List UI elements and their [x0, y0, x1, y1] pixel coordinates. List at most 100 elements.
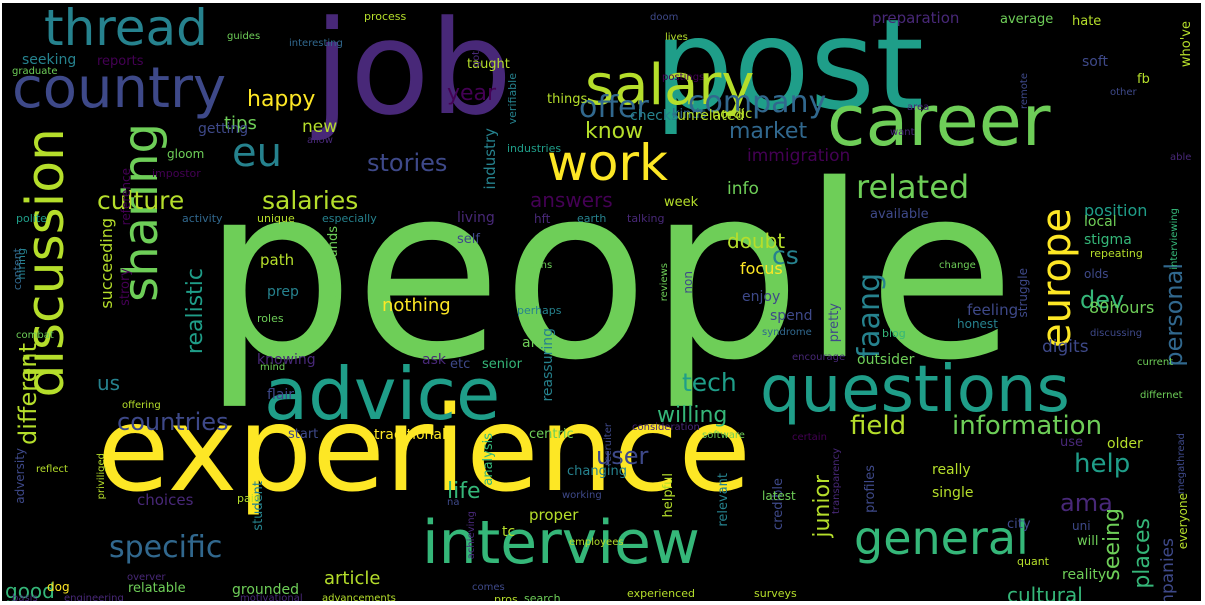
- word-analysis: analysis: [481, 433, 496, 486]
- word-tech: tech: [682, 368, 737, 397]
- word-week: week: [664, 195, 699, 210]
- word-postings: postings: [662, 72, 705, 83]
- word-help: help: [1074, 449, 1131, 479]
- word-choices: choices: [137, 491, 194, 509]
- word-want: want: [890, 127, 915, 138]
- word-able: able: [1170, 152, 1192, 163]
- word-good: good: [5, 579, 55, 601]
- word-motivational: motivational: [240, 593, 303, 602]
- word-senior: senior: [482, 357, 522, 372]
- word-dog: dog: [47, 580, 70, 594]
- word-flair: flair: [267, 387, 295, 403]
- word-know: know: [585, 119, 644, 144]
- word-path: path: [260, 251, 295, 269]
- word-seeking: seeking: [22, 52, 77, 68]
- word-remote: remote: [1019, 73, 1030, 109]
- word-blog: blog: [882, 327, 906, 340]
- word-experienced: experienced: [627, 587, 695, 600]
- word-start: start: [288, 427, 319, 442]
- word-eu: eu: [232, 130, 282, 176]
- word-local: local: [1084, 214, 1117, 230]
- word-unrelated: unrelated: [677, 108, 745, 124]
- word-preparation: preparation: [872, 9, 960, 27]
- word-interview: interview: [422, 508, 700, 578]
- word-tips: tips: [224, 113, 257, 134]
- word-strory: strory: [118, 268, 133, 306]
- word-proper: proper: [529, 506, 579, 524]
- word-older: older: [1107, 436, 1143, 452]
- word-graduate: graduate: [12, 66, 58, 77]
- word-gloom: gloom: [167, 147, 205, 161]
- word-comes: comes: [472, 582, 505, 593]
- word-related: related: [856, 168, 970, 206]
- word-reviews: reviews: [659, 263, 670, 302]
- word-verifiable: verifiable: [506, 73, 519, 125]
- word-use: use: [1060, 435, 1084, 450]
- word-self: self: [457, 232, 480, 247]
- word-activity: activity: [182, 212, 223, 225]
- word-year: year: [447, 81, 497, 106]
- word-priviliged: priviliged: [96, 453, 107, 500]
- word-centric: centric: [529, 427, 574, 442]
- word-basis: basis: [12, 593, 38, 602]
- word-thread: thread: [44, 3, 208, 57]
- word-latest: latest: [762, 489, 796, 503]
- word-area: area: [907, 102, 930, 113]
- word-user: user: [596, 442, 649, 470]
- word-spend: spend: [770, 308, 813, 324]
- word-advancements: advancements: [322, 593, 396, 602]
- word-happy: happy: [247, 87, 316, 112]
- word-work: work: [547, 134, 668, 192]
- word-unique: unique: [257, 212, 295, 225]
- word-places: places: [1130, 518, 1155, 589]
- word-olds: olds: [1084, 267, 1109, 281]
- word-quant: quant: [1017, 555, 1049, 568]
- word-megathread: megathread: [1176, 433, 1187, 495]
- word-reality: reality: [1062, 567, 1107, 583]
- word-recruiter: recruiter: [603, 423, 614, 466]
- word-struggle: struggle: [1016, 268, 1030, 318]
- word-immigration: immigration: [747, 146, 851, 166]
- word-answers: answers: [530, 188, 613, 212]
- word-cloud: people job post experience advice career quest…: [2, 3, 1201, 601]
- word-available: available: [870, 207, 929, 222]
- word-polite: polite: [16, 212, 47, 225]
- word-stigma: stigma: [1084, 232, 1132, 248]
- word-na: na: [447, 497, 460, 508]
- word-prep: prep: [267, 284, 299, 300]
- word-doubt: doubt: [727, 229, 786, 253]
- word-life: life: [447, 479, 481, 504]
- word-syndrome: syndrome: [762, 327, 812, 338]
- word-interesting: interesting: [289, 38, 343, 49]
- word-different: different: [14, 343, 42, 445]
- word-transparency: transparency: [831, 448, 842, 514]
- word-surveys: surveys: [754, 587, 797, 600]
- word-credible: credible: [771, 478, 786, 530]
- word-really: really: [932, 462, 971, 478]
- word-culture: culture: [97, 186, 185, 215]
- word-reference: reference: [119, 168, 133, 226]
- word-working: working: [562, 490, 602, 501]
- word-nordic: nordic: [712, 107, 753, 122]
- word-digits: digits: [1042, 337, 1089, 357]
- word-new: new: [302, 117, 338, 137]
- word-hate: hate: [1072, 14, 1102, 29]
- word-backgrounds: backgrounds: [326, 226, 341, 310]
- word-city: city: [1007, 517, 1031, 532]
- word-mind: mind: [260, 362, 286, 373]
- word-doom: doom: [650, 12, 679, 23]
- word-honest: honest: [957, 317, 998, 331]
- word-post: post: [654, 3, 924, 138]
- word-company: company: [688, 85, 827, 120]
- word-80hours: 80hours: [1089, 298, 1155, 317]
- word-industry: industry: [481, 128, 499, 190]
- word-info: info: [727, 179, 759, 199]
- word-job: job: [314, 3, 513, 144]
- word-relatable: relatable: [128, 581, 186, 596]
- word-average: average: [1000, 12, 1054, 27]
- word-reports: reports: [97, 54, 144, 69]
- word-especially: especially: [322, 212, 377, 225]
- word-ask: ask: [422, 352, 446, 368]
- word-tc: tc: [502, 524, 516, 540]
- word-reassuring: reassuring: [540, 328, 556, 402]
